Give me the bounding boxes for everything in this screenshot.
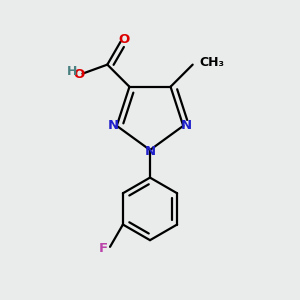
Text: N: N [181,118,192,132]
Text: CH₃: CH₃ [199,56,224,69]
Text: O: O [74,68,85,81]
Text: N: N [144,145,156,158]
Text: F: F [99,242,108,255]
Text: O: O [118,33,129,46]
Text: H: H [67,65,77,78]
Text: N: N [108,118,119,132]
